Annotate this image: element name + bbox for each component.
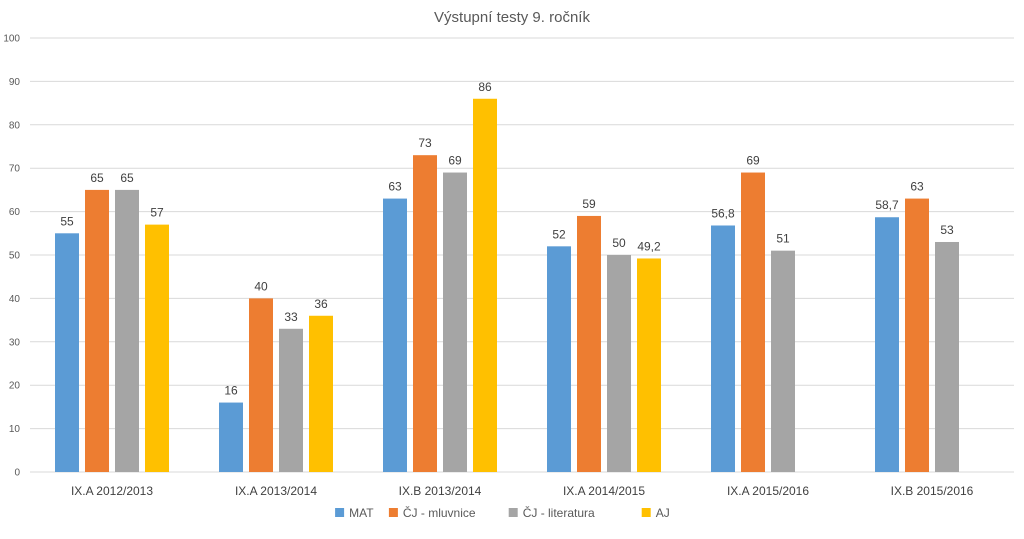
bar (55, 233, 79, 472)
data-label: 52 (552, 227, 566, 241)
y-axis-ticks: 0 10 20 30 40 50 60 70 80 90 100 (3, 34, 20, 479)
bar (219, 402, 243, 472)
legend-swatch (508, 508, 518, 517)
bar (577, 215, 601, 472)
y-tick-label: 20 (9, 381, 21, 392)
bar (249, 298, 273, 472)
y-tick-label: 50 (9, 251, 21, 262)
data-label: 65 (120, 171, 134, 185)
y-tick-label: 70 (9, 164, 21, 175)
legend-swatch (641, 508, 651, 517)
data-label: 73 (418, 136, 432, 150)
data-label: 36 (314, 297, 328, 311)
bar (547, 246, 571, 472)
y-tick-label: 30 (9, 337, 21, 348)
data-label: 53 (940, 223, 954, 237)
data-label: 63 (388, 180, 402, 194)
bar (279, 328, 303, 472)
x-tick-label: IX.A 2014/2015 (563, 484, 645, 498)
legend-label: MAT (349, 506, 374, 520)
data-label: 63 (910, 180, 924, 194)
data-label: 58,7 (875, 198, 899, 212)
bar (875, 217, 899, 472)
y-tick-label: 0 (14, 468, 20, 479)
legend-swatch (388, 508, 398, 517)
data-label: 49,2 (637, 239, 661, 253)
x-tick-label: IX.B 2015/2016 (891, 484, 974, 498)
legend-label: ČJ - literatura (523, 505, 595, 520)
bar (607, 255, 631, 472)
bar (741, 172, 765, 473)
y-tick-label: 90 (9, 77, 21, 88)
bar (637, 258, 661, 472)
data-label: 59 (582, 197, 596, 211)
gridlines (30, 37, 1014, 473)
x-tick-label: IX.A 2013/2014 (235, 484, 317, 498)
legend-label: AJ (656, 506, 670, 520)
bar (413, 155, 437, 472)
y-tick-label: 10 (9, 424, 21, 435)
bar (711, 225, 735, 472)
y-tick-label: 100 (3, 34, 20, 45)
chart-title: Výstupní testy 9. ročník (434, 9, 590, 26)
y-tick-label: 40 (9, 294, 21, 305)
bar (309, 315, 333, 472)
data-label: 56,8 (711, 206, 735, 220)
data-labels: 55 65 65 57 16 40 33 36 63 73 69 86 52 59 50 49,2 56,8 69… (60, 80, 954, 398)
bar (85, 189, 109, 472)
data-label: 69 (448, 154, 462, 168)
y-tick-label: 60 (9, 207, 21, 218)
data-label: 40 (254, 279, 268, 293)
bar (443, 172, 467, 473)
legend-label: ČJ - mluvnice (403, 505, 476, 520)
legend: MAT ČJ - mluvnice ČJ - literatura AJ (335, 505, 670, 520)
y-tick-label: 80 (9, 120, 21, 131)
x-tick-label: IX.A 2015/2016 (727, 484, 809, 498)
bar (473, 98, 497, 472)
bar (145, 224, 169, 472)
x-tick-label: IX.A 2012/2013 (71, 484, 153, 498)
data-label: 50 (612, 236, 626, 250)
data-label: 33 (284, 310, 298, 324)
x-tick-label: IX.B 2013/2014 (399, 484, 482, 498)
data-label: 69 (746, 154, 760, 168)
legend-swatch (335, 508, 345, 517)
bar (905, 198, 929, 472)
data-label: 51 (776, 232, 790, 246)
bar (383, 198, 407, 472)
bar (935, 241, 959, 472)
data-label: 55 (60, 214, 74, 228)
data-label: 86 (478, 80, 492, 94)
bar (771, 250, 795, 472)
data-label: 57 (150, 206, 164, 220)
bar (115, 189, 139, 472)
x-axis-ticks: IX.A 2012/2013 IX.A 2013/2014 IX.B 2013/20… (71, 484, 974, 498)
data-label: 65 (90, 171, 104, 185)
bars (55, 98, 959, 473)
data-label: 16 (224, 384, 238, 398)
